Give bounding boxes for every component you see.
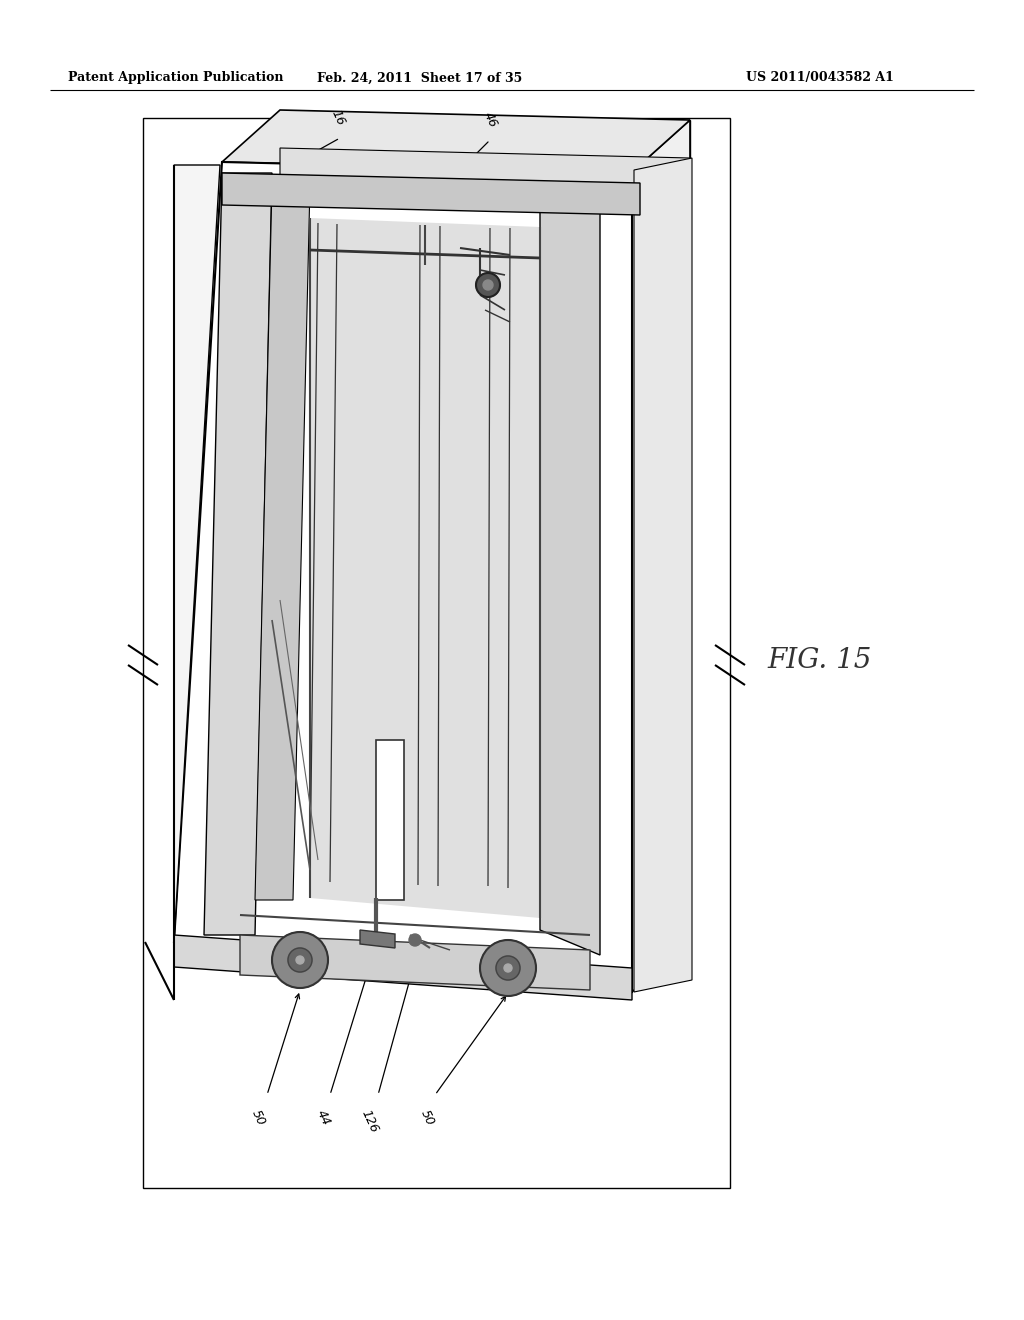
- Circle shape: [296, 956, 304, 964]
- Text: US 2011/0043582 A1: US 2011/0043582 A1: [746, 71, 894, 84]
- Polygon shape: [174, 165, 220, 942]
- Circle shape: [272, 932, 328, 987]
- Circle shape: [480, 940, 536, 997]
- Text: 50: 50: [249, 1107, 267, 1129]
- Polygon shape: [204, 173, 272, 935]
- Text: 126: 126: [359, 1107, 381, 1135]
- Polygon shape: [174, 162, 632, 993]
- Polygon shape: [174, 935, 632, 1001]
- Text: FIG. 15: FIG. 15: [768, 647, 872, 673]
- Circle shape: [504, 964, 512, 972]
- Circle shape: [476, 273, 500, 297]
- Text: 46: 46: [480, 110, 500, 129]
- Text: Feb. 24, 2011  Sheet 17 of 35: Feb. 24, 2011 Sheet 17 of 35: [317, 71, 522, 84]
- Polygon shape: [280, 148, 690, 185]
- Polygon shape: [255, 185, 310, 900]
- Circle shape: [483, 280, 493, 290]
- Text: 40: 40: [239, 470, 257, 490]
- Text: 16: 16: [329, 108, 347, 128]
- Polygon shape: [634, 158, 692, 993]
- Polygon shape: [360, 931, 395, 948]
- Text: 50: 50: [418, 1107, 436, 1129]
- Circle shape: [409, 935, 421, 946]
- Polygon shape: [222, 110, 690, 172]
- Circle shape: [288, 948, 312, 972]
- Text: 44: 44: [313, 1107, 332, 1129]
- Text: Patent Application Publication: Patent Application Publication: [68, 71, 284, 84]
- Circle shape: [496, 956, 520, 979]
- Polygon shape: [222, 173, 640, 215]
- Polygon shape: [632, 120, 690, 993]
- Polygon shape: [143, 117, 730, 1188]
- Polygon shape: [240, 935, 590, 990]
- Polygon shape: [376, 741, 404, 900]
- Polygon shape: [540, 195, 600, 954]
- Polygon shape: [310, 218, 540, 917]
